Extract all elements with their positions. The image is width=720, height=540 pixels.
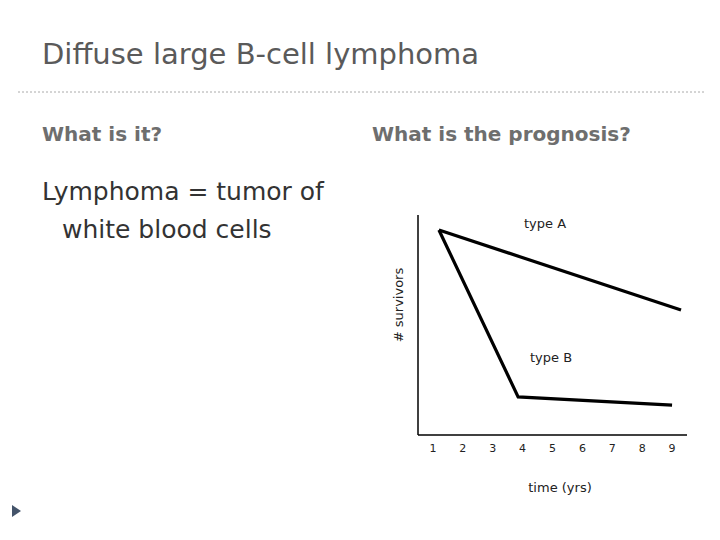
x-tick-label: 1 xyxy=(429,442,436,455)
x-tick-label: 2 xyxy=(459,442,466,455)
plot-area xyxy=(439,230,681,405)
x-tick-label: 6 xyxy=(579,442,586,455)
x-tick-label: 3 xyxy=(489,442,496,455)
x-tick-label: 5 xyxy=(549,442,556,455)
x-tick-label: 9 xyxy=(669,442,676,455)
x-axis-label: time (yrs) xyxy=(528,480,591,495)
x-tick-label: 8 xyxy=(639,442,646,455)
series-label: type B xyxy=(530,350,572,365)
y-axis xyxy=(417,215,419,435)
body-text: white blood cells xyxy=(62,215,272,244)
slide-title: Diffuse large B-cell lymphoma xyxy=(42,37,479,71)
x-tick-label: 7 xyxy=(609,442,616,455)
left-heading: What is it? xyxy=(42,122,162,146)
x-axis xyxy=(418,434,687,436)
y-axis-label: # survivors xyxy=(391,268,406,343)
series-line xyxy=(439,230,672,405)
slide: Diffuse large B-cell lymphoma What is it?… xyxy=(0,0,720,540)
chart: 1 2 3 4 5 6 7 8 9 time (yrs) # survivors type A type… xyxy=(391,215,687,495)
right-heading: What is the prognosis? xyxy=(372,122,631,146)
separator xyxy=(18,92,705,93)
x-tick-label: 4 xyxy=(519,442,526,455)
bullet-marker xyxy=(12,505,21,517)
body-text: Lymphoma = tumor of xyxy=(42,177,325,206)
series-label: type A xyxy=(524,216,566,231)
series-line xyxy=(439,230,681,310)
